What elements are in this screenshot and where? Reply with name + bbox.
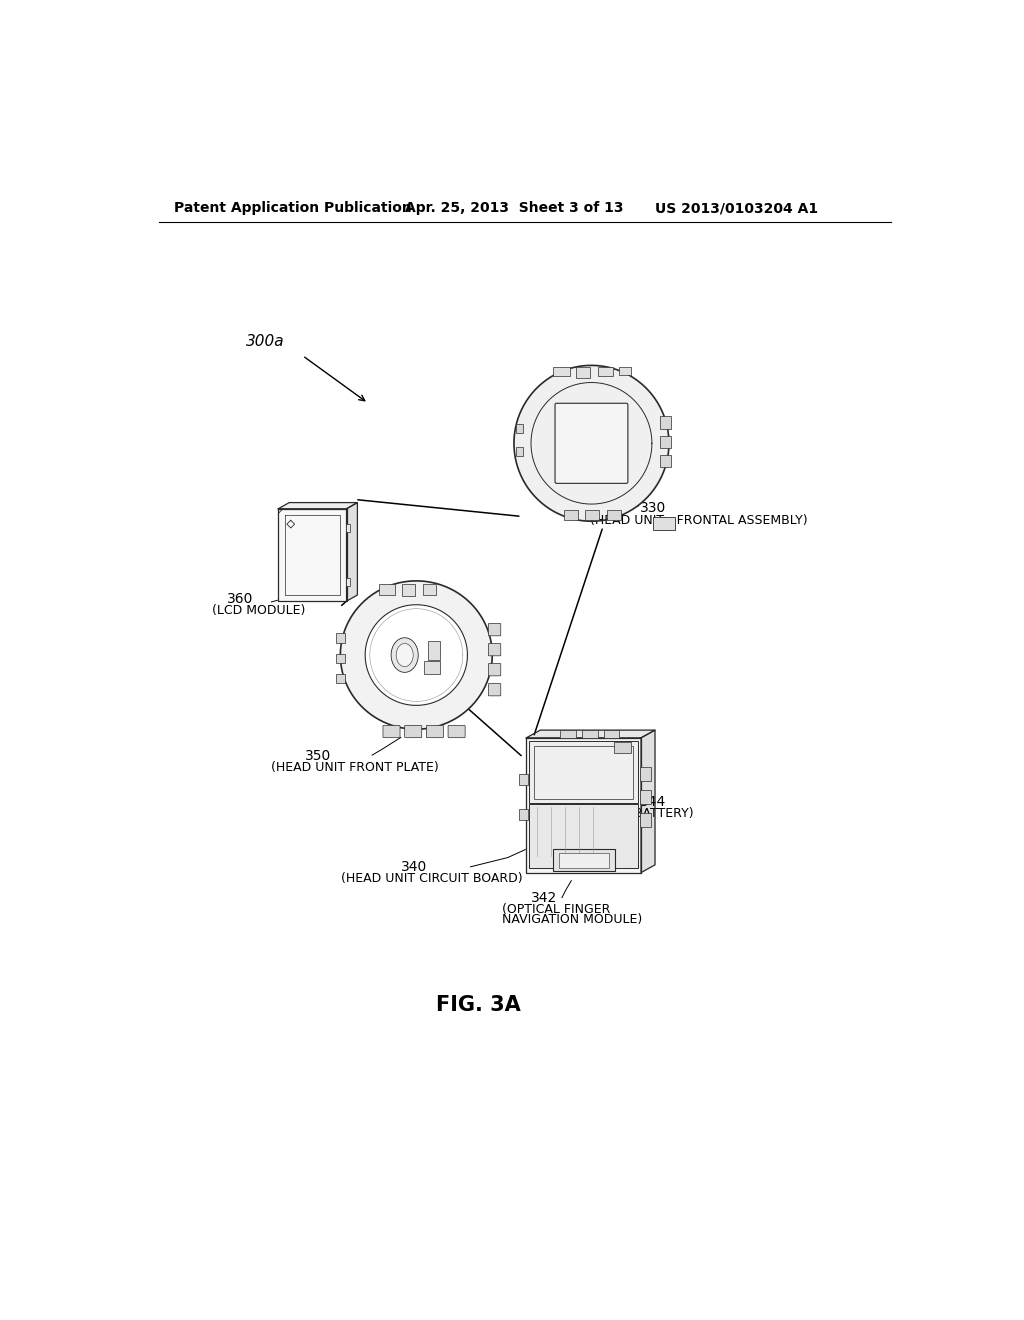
Text: (HEAD UNIT - FRONTAL ASSEMBLY): (HEAD UNIT - FRONTAL ASSEMBLY) <box>590 513 808 527</box>
Bar <box>379 583 394 595</box>
Text: FIG. 3A: FIG. 3A <box>436 995 521 1015</box>
Bar <box>529 804 638 869</box>
Text: 344: 344 <box>640 795 666 809</box>
Bar <box>607 511 621 520</box>
Text: (HEAD UNIT FRONT PLATE): (HEAD UNIT FRONT PLATE) <box>271 760 439 774</box>
FancyBboxPatch shape <box>488 644 501 656</box>
Bar <box>423 583 436 595</box>
Polygon shape <box>526 738 641 873</box>
Polygon shape <box>641 730 655 873</box>
Bar <box>336 653 345 663</box>
Text: Apr. 25, 2013  Sheet 3 of 13: Apr. 25, 2013 Sheet 3 of 13 <box>406 202 624 215</box>
Text: 342: 342 <box>531 891 557 904</box>
FancyBboxPatch shape <box>488 623 501 636</box>
Bar <box>346 524 349 532</box>
Ellipse shape <box>391 638 418 672</box>
Bar <box>535 746 633 800</box>
Ellipse shape <box>396 644 414 667</box>
Polygon shape <box>279 508 346 601</box>
Bar <box>575 367 590 378</box>
Text: 360: 360 <box>227 591 254 606</box>
FancyBboxPatch shape <box>404 726 422 738</box>
Text: Patent Application Publication: Patent Application Publication <box>174 202 413 215</box>
Polygon shape <box>526 730 655 738</box>
FancyBboxPatch shape <box>426 726 443 738</box>
Text: (HEAD UNIT CIRCUIT BOARD): (HEAD UNIT CIRCUIT BOARD) <box>341 871 522 884</box>
Text: 340: 340 <box>400 859 427 874</box>
Bar <box>564 511 579 520</box>
Bar <box>559 853 608 869</box>
Bar <box>604 730 620 738</box>
Bar <box>553 367 569 376</box>
Bar <box>553 850 614 871</box>
Text: (BATTERY): (BATTERY) <box>630 807 695 820</box>
Text: 330: 330 <box>640 502 666 515</box>
Bar <box>515 424 523 433</box>
Bar <box>518 809 528 820</box>
Bar <box>518 775 528 785</box>
Text: (LCD MODULE): (LCD MODULE) <box>212 603 305 616</box>
Polygon shape <box>366 605 467 705</box>
Bar <box>560 730 575 738</box>
Bar <box>515 447 523 457</box>
Bar <box>659 416 671 429</box>
Bar <box>640 767 651 780</box>
Text: NAVIGATION MODULE): NAVIGATION MODULE) <box>502 912 642 925</box>
Bar <box>424 661 439 673</box>
Bar <box>640 789 651 804</box>
Bar <box>640 813 651 826</box>
Polygon shape <box>340 581 493 729</box>
FancyBboxPatch shape <box>488 664 501 676</box>
Bar <box>614 742 631 754</box>
Text: 300a: 300a <box>246 334 285 350</box>
Bar <box>529 741 638 803</box>
FancyBboxPatch shape <box>449 726 465 738</box>
Text: US 2013/0103204 A1: US 2013/0103204 A1 <box>655 202 818 215</box>
Polygon shape <box>514 366 669 521</box>
Text: 350: 350 <box>305 748 331 763</box>
Bar <box>659 455 671 467</box>
Polygon shape <box>279 503 357 508</box>
Bar <box>336 634 345 643</box>
Bar <box>583 730 598 738</box>
FancyBboxPatch shape <box>383 726 400 738</box>
Bar <box>586 511 599 520</box>
Polygon shape <box>346 503 357 601</box>
Bar <box>659 436 671 447</box>
FancyBboxPatch shape <box>555 404 628 483</box>
Text: (OPTICAL FINGER: (OPTICAL FINGER <box>502 903 610 916</box>
Bar <box>428 642 440 660</box>
Bar <box>336 673 345 682</box>
Bar <box>402 583 415 597</box>
Bar <box>653 517 675 529</box>
Bar <box>598 367 613 376</box>
Bar <box>618 367 631 375</box>
Bar <box>346 578 349 586</box>
FancyBboxPatch shape <box>488 684 501 696</box>
